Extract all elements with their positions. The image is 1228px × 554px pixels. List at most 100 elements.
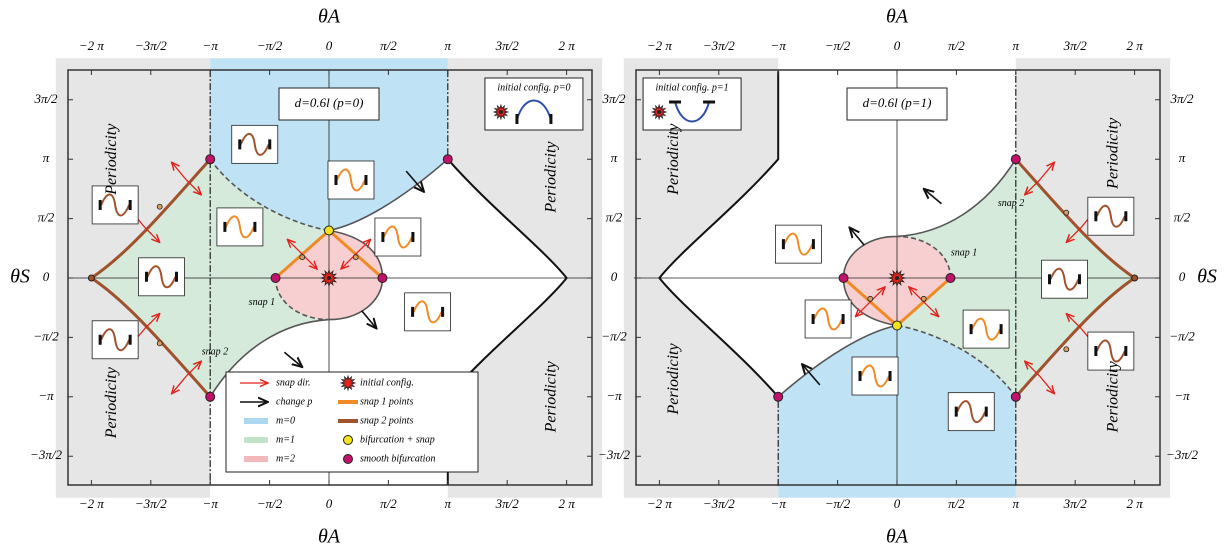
smooth-bifurcation-point <box>377 273 388 283</box>
initial-config-icon-core <box>657 110 662 114</box>
snap-arrow <box>1025 361 1041 377</box>
clamp <box>954 406 988 417</box>
periodicity-label: Periodicity <box>1104 360 1121 433</box>
config-curve <box>956 400 987 424</box>
inset-anchor <box>156 203 163 210</box>
config-curve <box>100 193 131 217</box>
inset-anchor <box>920 295 927 302</box>
initial-config-label: initial config. p=1 <box>655 82 728 93</box>
snap-arrow <box>172 162 187 181</box>
x-tick-label: 3π/2 <box>1063 38 1088 53</box>
smooth-bifurcation-point <box>838 273 849 283</box>
legend-label: change p <box>276 396 312 407</box>
snap-arrow <box>1066 314 1082 329</box>
y-tick-label: 3π/2 <box>601 91 626 106</box>
change-p-arrow <box>283 351 302 367</box>
clamp <box>1094 346 1128 357</box>
initial-config-point-core <box>327 276 331 280</box>
snap-arrow <box>287 239 303 255</box>
snap-label: snap 1 <box>951 247 977 258</box>
config-curve <box>813 307 844 331</box>
clamp <box>238 139 272 150</box>
legend-label: snap 1 points <box>360 396 413 407</box>
period-line <box>209 70 449 485</box>
initial-config-curve <box>515 99 552 121</box>
config-curve <box>1049 267 1080 291</box>
snap-arrow <box>1039 375 1055 394</box>
x-tick-label: π <box>445 496 452 511</box>
inset-anchor <box>1063 346 1070 353</box>
clamp <box>1048 274 1082 285</box>
x-tick-label: −π/2 <box>257 38 283 53</box>
bifurcation-snap-point <box>324 225 334 236</box>
config-curve <box>146 265 177 289</box>
y-tick-label: π/2 <box>1174 210 1191 225</box>
legend-smooth-bifurcation <box>343 454 353 464</box>
y-tick-label: −π <box>1174 388 1190 403</box>
snap-arrow <box>923 301 939 317</box>
x-axis-title: θA <box>886 6 909 28</box>
clamp <box>98 199 132 210</box>
x-tick-label: 3π/2 <box>1063 496 1088 511</box>
y-tick-label: 0 <box>611 269 618 284</box>
x-axis-title: θA <box>886 526 909 548</box>
periodicity-label: Periodicity <box>665 343 682 416</box>
x-tick-label: π <box>445 38 452 53</box>
x-tick-label: 0 <box>894 496 901 511</box>
y-tick-label: −π/2 <box>601 328 627 343</box>
snap-label: snap 2 <box>202 347 228 358</box>
y-tick-label: 3π/2 <box>1169 91 1194 106</box>
periodic-region <box>623 58 779 498</box>
legend-m2 <box>244 456 268 462</box>
x-tick-label: π/2 <box>380 38 397 53</box>
clamp <box>381 232 415 243</box>
x-axis-title: θA <box>318 6 341 28</box>
legend-label: snap 2 points <box>360 415 413 426</box>
smooth-bifurcation-point <box>205 391 216 402</box>
clamp <box>858 371 892 382</box>
title-box <box>846 87 948 121</box>
change-p-arrow <box>850 228 865 246</box>
x-tick-label: −3π/2 <box>135 496 167 511</box>
inset-anchor <box>352 254 359 261</box>
periodicity-label: Periodicity <box>103 123 120 196</box>
change-p-arrow <box>924 189 943 205</box>
x-tick-label: 0 <box>326 38 333 53</box>
smooth-bifurcation-point <box>1010 154 1021 165</box>
config-curve <box>224 215 255 239</box>
x-tick-label: 2 π <box>558 38 575 53</box>
panel: −2 π −2 π −3π/2 −3π/2 −π −π −π/2 −π/2 0 0 π/2 π/2 π π… <box>598 6 1217 548</box>
x-tick-label: π <box>1013 496 1020 511</box>
x-tick-label: −π <box>771 38 787 53</box>
config-curve <box>336 168 366 192</box>
y-tick-label: 0 <box>1179 269 1186 284</box>
initial-config-point-core <box>895 276 899 280</box>
change-p-arrow <box>361 310 377 329</box>
snap-arrow <box>855 301 871 317</box>
snap-label: snap 2 <box>998 198 1024 209</box>
snap-arrow <box>1039 162 1055 181</box>
x-tick-label: π/2 <box>948 38 965 53</box>
x-tick-label: −π <box>203 38 219 53</box>
boundary <box>658 71 780 398</box>
y-tick-label: −3π/2 <box>30 447 62 462</box>
legend: snap dir. change p m=0 m=1 m=2 initial config… <box>225 371 479 473</box>
smooth-bifurcation-point <box>945 273 956 283</box>
snap-arrow <box>355 239 371 255</box>
y-tick-label: −3π/2 <box>1166 447 1198 462</box>
x-tick-label: −3π/2 <box>703 38 735 53</box>
panel: −2 π −2 π −3π/2 −3π/2 −π −π −π/2 −π/2 0 0 π/2 π/2 π π… <box>10 6 603 548</box>
legend-label: smooth bifurcation <box>360 453 435 464</box>
initial-config-box <box>484 77 584 131</box>
smooth-bifurcation-point <box>270 273 281 283</box>
y-tick-label: −π/2 <box>1169 328 1195 343</box>
x-tick-label: −π <box>771 496 787 511</box>
legend-label: initial config. <box>360 377 414 388</box>
snap-arrow <box>144 227 160 243</box>
legend-label: bifurcation + snap <box>360 434 435 445</box>
x-tick-label: −3π/2 <box>703 496 735 511</box>
legend-snap2 <box>338 419 358 423</box>
initial-config-curve <box>674 101 711 123</box>
config-curve <box>783 232 814 256</box>
period-line <box>777 71 1017 486</box>
